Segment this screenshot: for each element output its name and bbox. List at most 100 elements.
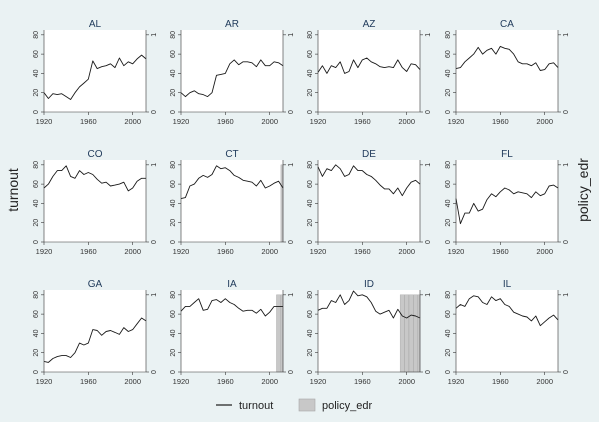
panel-al: AL 0 20 40 60 80 0 1 1920 1960 2000: [33, 19, 158, 126]
x-tick-label: 2000: [124, 377, 141, 386]
y2-tick-label: 0: [563, 240, 570, 244]
panel-co: CO 0 20 40 60 80 0 1 1920 1960 2000: [33, 149, 158, 256]
x-tick-label: 1920: [448, 377, 465, 386]
turnout-line-id: [317, 290, 421, 319]
x-tick-label: 1920: [36, 247, 53, 256]
turnout-line-fl: [455, 184, 559, 225]
y-tick-label: 80: [307, 291, 314, 299]
y2-tick-label: 1: [151, 33, 158, 37]
plot-area-al: [44, 30, 146, 112]
edr-bar: [280, 164, 284, 243]
x-tick-label: 2000: [536, 247, 553, 256]
y-tick-label: 0: [170, 240, 177, 244]
y2-tick-label: 0: [563, 370, 570, 374]
x-tick-label: 1920: [310, 117, 327, 126]
x-tick-label: 1920: [173, 117, 190, 126]
panel-title-ga: GA: [88, 279, 103, 290]
x-tick-label: 1920: [448, 117, 465, 126]
y-tick-label: 20: [445, 219, 452, 227]
y-tick-label: 0: [170, 110, 177, 114]
y-tick-label: 80: [33, 31, 40, 39]
y2-tick-label: 1: [425, 293, 432, 297]
y-tick-label: 60: [33, 310, 40, 318]
y-tick-label: 60: [170, 310, 177, 318]
x-tick-label: 1960: [80, 247, 97, 256]
y2-tick-label: 0: [288, 240, 295, 244]
edr-bar: [408, 294, 414, 373]
x-tick-label: 2000: [124, 247, 141, 256]
panel-title-id: ID: [364, 279, 374, 290]
panel-title-ct: CT: [225, 149, 238, 160]
x-tick-label: 2000: [398, 247, 415, 256]
y-tick-label: 20: [307, 219, 314, 227]
turnout-line-al: [43, 54, 147, 100]
turnout-line-ga: [43, 317, 147, 363]
y-tick-label: 40: [307, 199, 314, 207]
legend-bar-swatch: [298, 398, 316, 412]
y-tick-label: 0: [445, 240, 452, 244]
y2-tick-label: 0: [425, 370, 432, 374]
plot-area-az: [318, 30, 420, 112]
y-tick-label: 60: [33, 180, 40, 188]
y-tick-label: 40: [33, 199, 40, 207]
y-tick-label: 80: [33, 291, 40, 299]
y-tick-label: 80: [170, 161, 177, 169]
x-tick-label: 1960: [354, 377, 371, 386]
y-tick-label: 60: [170, 50, 177, 58]
x-tick-label: 1920: [448, 247, 465, 256]
y-tick-label: 40: [307, 69, 314, 77]
plot-area-ar: [181, 30, 283, 112]
x-tick-label: 1960: [354, 117, 371, 126]
x-tick-label: 2000: [536, 117, 553, 126]
x-tick-label: 1960: [217, 377, 234, 386]
panel-ca: CA 0 20 40 60 80 0 1 1920 1960 2000: [445, 19, 570, 126]
y-tick-label: 0: [307, 240, 314, 244]
y-tick-label: 0: [445, 110, 452, 114]
plot-area-il: [456, 290, 558, 372]
panel-title-fl: FL: [501, 149, 513, 160]
edr-bar: [404, 294, 410, 373]
turnout-line-ct: [180, 165, 284, 200]
x-tick-label: 1920: [36, 117, 53, 126]
y-tick-label: 60: [33, 50, 40, 58]
panel-title-de: DE: [362, 149, 376, 160]
y-tick-label: 40: [307, 329, 314, 337]
y-tick-label: 0: [33, 110, 40, 114]
panel-id: ID 0 20 40 60 80 0 1 1920 1960 2000: [307, 279, 432, 386]
y-tick-label: 0: [33, 240, 40, 244]
edr-bar: [399, 294, 405, 373]
x-tick-label: 1960: [492, 117, 509, 126]
y-tick-label: 0: [445, 370, 452, 374]
y-tick-label: 40: [445, 69, 452, 77]
y2-tick-label: 0: [563, 110, 570, 114]
y-axis-title-left: turnout: [5, 168, 21, 212]
x-tick-label: 1960: [80, 377, 97, 386]
y2-tick-label: 1: [563, 293, 570, 297]
plot-area-fl: [456, 160, 558, 242]
x-tick-label: 1920: [310, 247, 327, 256]
y2-tick-label: 1: [151, 293, 158, 297]
x-tick-label: 1920: [173, 247, 190, 256]
y2-tick-label: 0: [425, 240, 432, 244]
y2-tick-label: 1: [288, 163, 295, 167]
y-tick-label: 20: [33, 349, 40, 357]
turnout-line-ia: [180, 298, 283, 317]
panel-title-co: CO: [88, 149, 103, 160]
edr-bar: [413, 294, 418, 373]
y-tick-label: 60: [307, 310, 314, 318]
y2-tick-label: 0: [288, 110, 295, 114]
turnout-line-il: [455, 295, 559, 327]
x-tick-label: 2000: [398, 377, 415, 386]
y-axis-title-right: policy_edr: [575, 158, 591, 222]
y-tick-label: 60: [445, 180, 452, 188]
y-tick-label: 20: [307, 89, 314, 97]
x-tick-label: 2000: [398, 117, 415, 126]
panel-fl: FL 0 20 40 60 80 0 1 1920 1960 2000: [445, 149, 570, 256]
turnout-line-co: [43, 165, 146, 192]
y2-tick-label: 1: [563, 163, 570, 167]
y-tick-label: 0: [170, 370, 177, 374]
y-tick-label: 20: [170, 219, 177, 227]
x-tick-label: 1920: [36, 377, 53, 386]
legend: turnout policy_edr: [216, 398, 372, 412]
panel-title-ia: IA: [227, 279, 237, 290]
